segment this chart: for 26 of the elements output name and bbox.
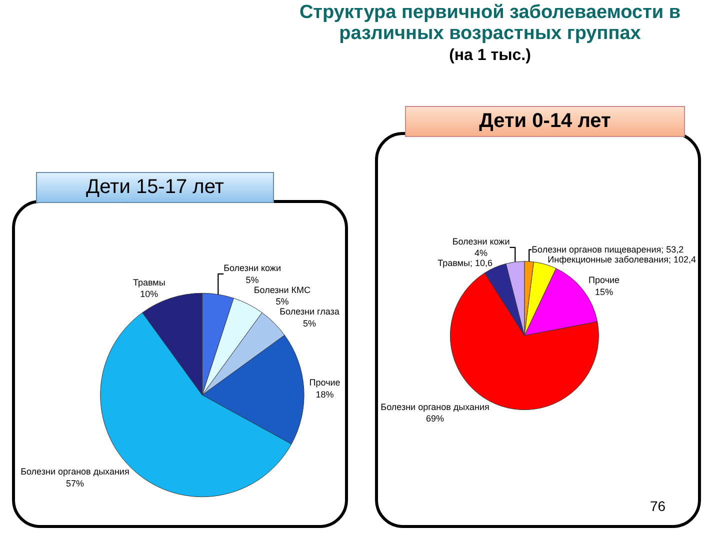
data-label: 10% — [140, 289, 158, 300]
data-label: 5% — [276, 296, 289, 307]
data-label: 4% — [474, 248, 488, 258]
data-label: 18% — [316, 389, 334, 400]
data-label: 15% — [595, 286, 614, 297]
slice-label: Прочие — [309, 378, 340, 388]
slice-label: Травмы; 10,6 — [438, 258, 492, 268]
chart-title: Дети 15-17 лет — [36, 172, 274, 203]
data-label: 5% — [303, 318, 316, 328]
slice-label: Болезни глаза — [280, 306, 340, 317]
slice-label: Инфекционные заболевания; 102,4 — [548, 254, 696, 265]
slice-label: Болезни кожи — [452, 236, 510, 247]
data-label: 69% — [426, 414, 444, 424]
data-label: 57% — [66, 478, 84, 488]
slice-label: Болезни органов дыхания — [380, 402, 490, 412]
slice-label: Болезни органов пищеварения; 53,2 — [532, 244, 684, 255]
slice-label: Прочие — [588, 275, 620, 286]
slice-label: Болезни кожи — [224, 263, 281, 274]
chart-title: Дети 0-14 лет — [405, 106, 685, 137]
slice-label: Болезни органов дыхания — [20, 466, 130, 477]
data-label: 5% — [246, 274, 259, 285]
text: 76 — [650, 498, 666, 514]
text: Структура первичной заболеваемости в различных возрастных группах — [299, 2, 681, 44]
text: (на 1 тыс.) — [449, 47, 531, 64]
slice-label: Болезни КМС — [254, 284, 312, 295]
slice-label: Травмы — [132, 278, 166, 288]
